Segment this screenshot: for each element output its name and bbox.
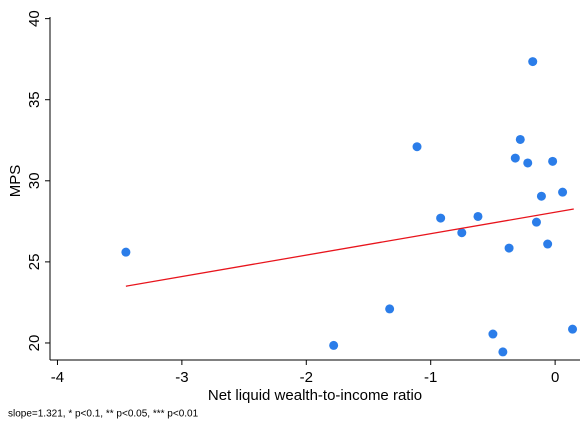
x-tick-label: -3 bbox=[175, 369, 188, 386]
y-tick-label: 40 bbox=[26, 10, 43, 27]
footnote: slope=1.321, * p<0.1, ** p<0.05, *** p<0… bbox=[8, 409, 199, 420]
fit-line bbox=[125, 208, 574, 287]
x-axis-label: Net liquid wealth-to-income ratio bbox=[208, 387, 422, 404]
point bbox=[385, 304, 395, 314]
y-tick-label: 20 bbox=[26, 335, 43, 352]
point bbox=[457, 228, 467, 238]
point bbox=[548, 156, 558, 166]
point bbox=[504, 243, 514, 253]
point bbox=[523, 158, 533, 168]
y-axis-label: MPS bbox=[7, 165, 24, 198]
point bbox=[473, 211, 483, 221]
point bbox=[543, 239, 553, 249]
point bbox=[558, 187, 568, 197]
point bbox=[329, 340, 339, 350]
point bbox=[568, 324, 578, 334]
y-tick-label: 35 bbox=[26, 91, 43, 108]
y-tick-label: 25 bbox=[26, 254, 43, 271]
point bbox=[531, 217, 541, 227]
x-tick-label: -4 bbox=[51, 369, 64, 386]
x-tick-label: -2 bbox=[300, 369, 313, 386]
point bbox=[412, 142, 422, 152]
y-tick-label: 30 bbox=[26, 172, 43, 189]
point bbox=[498, 347, 508, 357]
point bbox=[510, 153, 520, 163]
point bbox=[536, 191, 546, 201]
point bbox=[488, 329, 498, 339]
x-tick-label: -1 bbox=[424, 369, 437, 386]
point bbox=[436, 213, 446, 223]
point bbox=[121, 247, 131, 257]
point bbox=[515, 134, 525, 144]
x-tick-label: 0 bbox=[551, 369, 559, 386]
point bbox=[528, 57, 538, 67]
